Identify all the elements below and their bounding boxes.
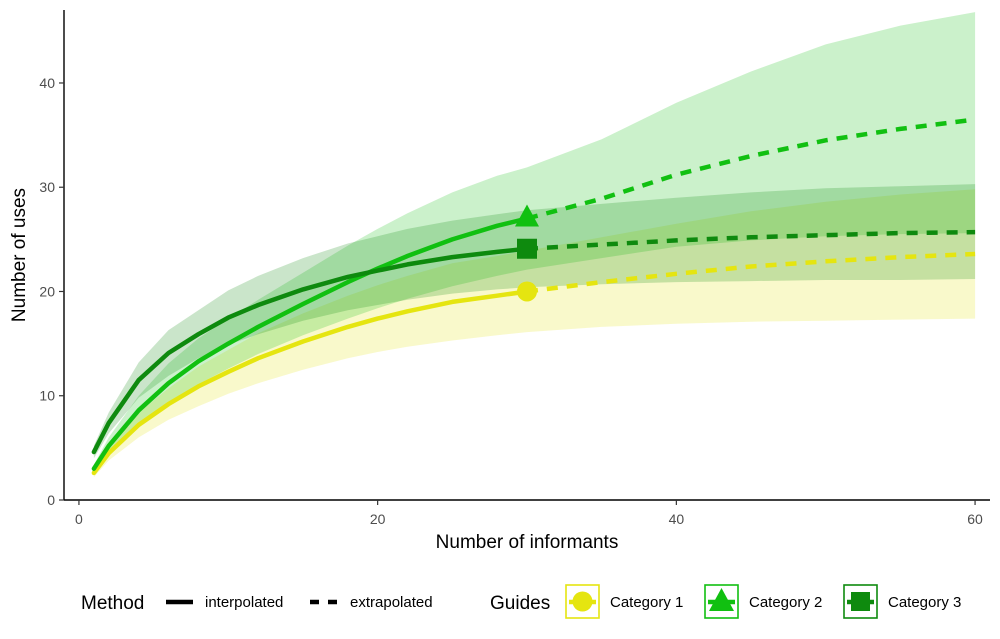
legend-category-1-label: Category 1 xyxy=(610,594,683,611)
observed-markers xyxy=(515,204,539,302)
x-tick-label: 20 xyxy=(370,511,386,527)
x-axis-title: Number of informants xyxy=(436,532,619,553)
legend-key-category-3 xyxy=(843,584,878,619)
legend-interpolated-label: interpolated xyxy=(205,594,283,611)
y-ticks: 0 10 20 30 40 xyxy=(39,75,64,508)
category-1-observed-point xyxy=(517,281,537,302)
x-tick-label: 40 xyxy=(669,511,685,527)
category-2-observed-point xyxy=(515,204,539,227)
category-3-extrapolated-line xyxy=(526,229,976,251)
legend-method-title: Method xyxy=(81,593,144,614)
category-1-confidence-band xyxy=(93,189,976,478)
legend-key-category-1 xyxy=(565,584,600,619)
x-tick-label: 60 xyxy=(967,511,983,527)
category-1-extrapolated-line xyxy=(526,251,976,294)
x-ticks: 0 20 40 60 xyxy=(75,500,983,527)
y-tick-label: 10 xyxy=(39,388,55,404)
y-tick-label: 40 xyxy=(39,75,55,91)
legend: Method interpolated extrapolated Guides … xyxy=(81,584,961,619)
category-1-interpolated-line xyxy=(91,289,530,476)
y-tick-label: 30 xyxy=(39,179,55,195)
category-3-observed-point xyxy=(517,238,537,259)
category-2-interpolated-line xyxy=(91,216,530,471)
category-3-confidence-band xyxy=(93,184,976,459)
y-tick-label: 20 xyxy=(39,283,55,299)
series-lines xyxy=(91,117,976,476)
legend-triangle-icon xyxy=(709,588,734,611)
legend-category-2-label: Category 2 xyxy=(749,594,822,611)
x-tick-label: 0 xyxy=(75,511,83,527)
legend-extrapolated-label: extrapolated xyxy=(350,594,433,611)
category-2-extrapolated-line xyxy=(526,117,976,221)
legend-square-icon xyxy=(851,592,870,611)
category-3-interpolated-line xyxy=(91,246,530,455)
y-tick-label: 0 xyxy=(47,492,55,508)
legend-category-3-label: Category 3 xyxy=(888,594,961,611)
legend-guides-title: Guides xyxy=(490,593,550,614)
y-axis-title: Number of uses xyxy=(9,188,30,322)
legend-circle-icon xyxy=(572,591,593,612)
legend-key-category-2 xyxy=(704,584,739,619)
axes: 0 20 40 60 0 10 20 30 40 Number of informants N… xyxy=(9,10,990,553)
